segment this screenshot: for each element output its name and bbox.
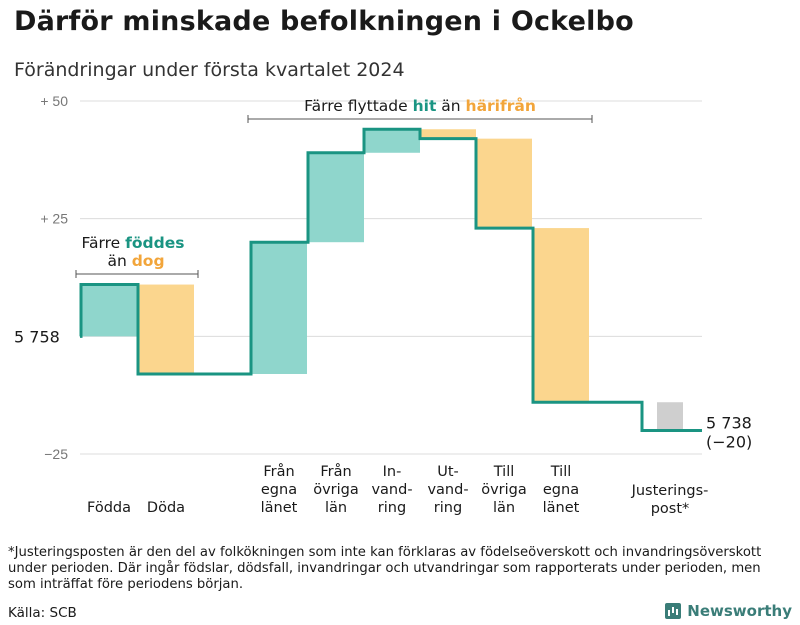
waterfall-bar	[657, 402, 683, 431]
category-label: Justerings-	[631, 483, 709, 499]
annotation-highlight-in: hit	[413, 97, 437, 115]
waterfall-bar	[251, 242, 307, 374]
category-label: övriga	[481, 482, 527, 498]
category-label: län	[493, 500, 515, 516]
category-label: länet	[261, 500, 298, 516]
annotation-migration: Färre flyttade hit än härifrån	[304, 96, 536, 115]
y-tick-label: + 25	[40, 211, 68, 227]
category-label: Till	[493, 464, 515, 480]
category-label: Till	[550, 464, 572, 480]
y-tick-label: + 50	[40, 93, 68, 109]
category-label: Döda	[147, 500, 185, 516]
brand-logo: Newsworthy	[665, 602, 792, 620]
waterfall-bar	[81, 284, 137, 337]
waterfall-bar	[308, 152, 364, 243]
category-label: post*	[651, 501, 690, 517]
category-label: ring	[434, 500, 462, 516]
annotation-text: än	[107, 252, 131, 270]
waterfall-bar	[533, 228, 589, 403]
category-label: Födda	[87, 500, 131, 516]
footnote: *Justeringsposten är den del av folkökni…	[8, 545, 762, 592]
waterfall-bar	[420, 129, 476, 139]
waterfall-bar	[364, 129, 420, 153]
annotation-highlight-out: härifrån	[466, 96, 536, 115]
annotation-highlight-in: föddes	[125, 234, 184, 252]
annotation-text: Färre	[82, 234, 126, 252]
chart-subtitle: Förändringar under första kvartalet 2024	[14, 59, 405, 81]
category-label: vand-	[371, 482, 412, 498]
end-value-label: 5 738	[706, 413, 752, 432]
annotation-highlight-out: dog	[132, 252, 165, 270]
chart-title: Därför minskade befolkningen i Ockelbo	[14, 6, 634, 37]
annotation-text: Färre flyttade	[304, 97, 412, 115]
category-label: övriga	[313, 482, 359, 498]
category-label: Från	[263, 463, 294, 480]
cumulative-line	[79, 127, 702, 432]
bar-chart-icon	[665, 603, 682, 619]
category-label: egna	[261, 482, 297, 498]
category-label: länet	[543, 500, 580, 516]
category-label: ring	[378, 500, 406, 516]
waterfall-bar	[138, 284, 194, 374]
category-label: Från	[320, 463, 351, 480]
category-label: egna	[543, 482, 579, 498]
brand-name: Newsworthy	[687, 602, 792, 620]
y-tick-label: −25	[44, 446, 68, 462]
source-note: Källa: SCB	[8, 605, 77, 621]
category-label: vand-	[427, 482, 468, 498]
start-value-label: 5 758	[14, 327, 60, 346]
annotation-text: än	[436, 97, 465, 115]
annotation-births-line1: Färre föddes	[82, 234, 185, 252]
end-change-label: (−20)	[706, 432, 752, 451]
annotation-births-line2: än dog	[107, 252, 164, 270]
waterfall-bar	[476, 138, 532, 229]
category-label: In-	[383, 464, 402, 480]
category-label: Ut-	[437, 464, 459, 480]
category-label: län	[325, 500, 347, 516]
